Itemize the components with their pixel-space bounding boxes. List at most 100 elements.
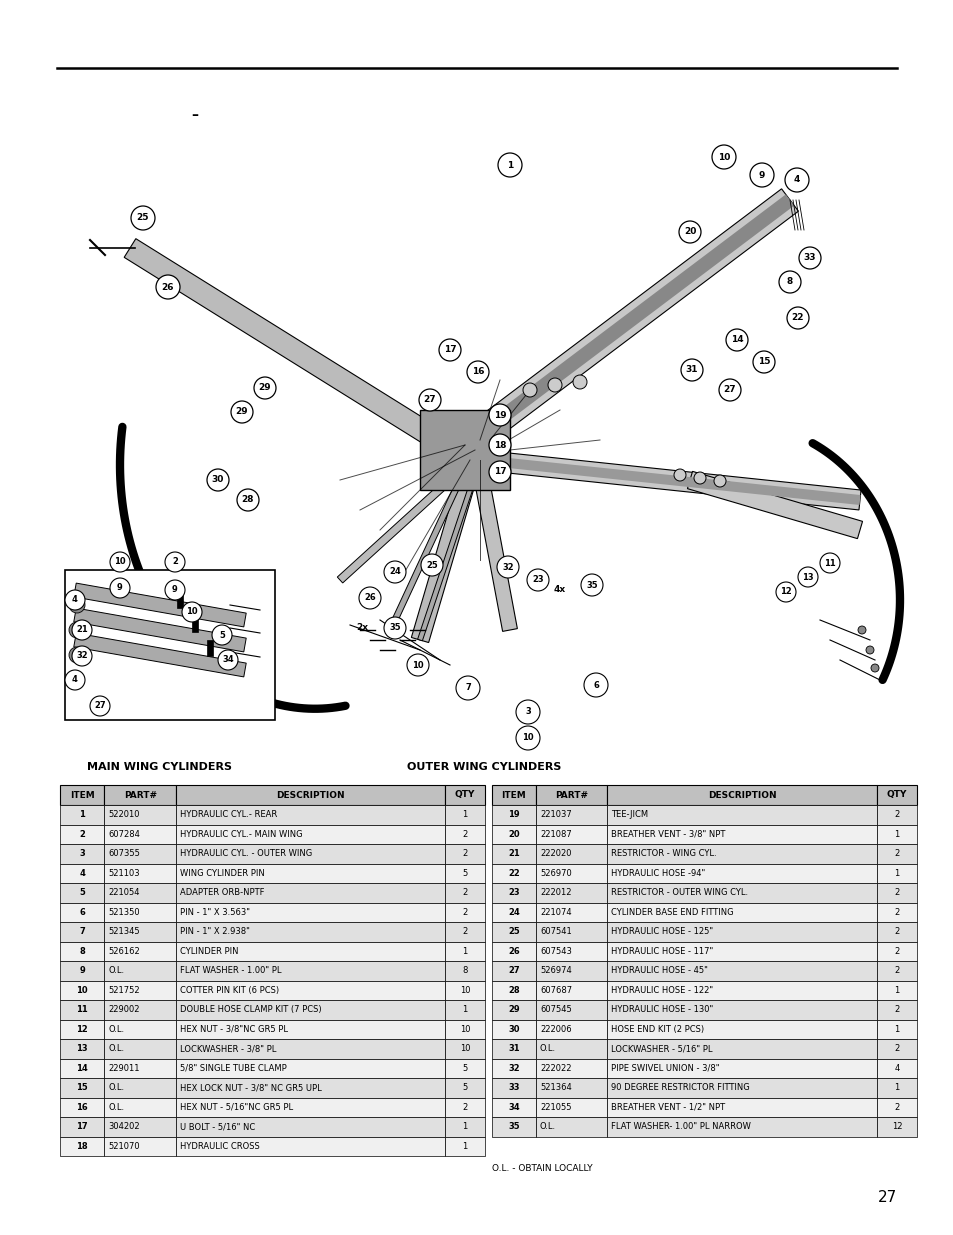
Circle shape [516, 726, 539, 750]
Circle shape [71, 620, 91, 640]
Bar [492, 1116, 536, 1136]
Text: 1: 1 [79, 810, 85, 819]
Polygon shape [472, 468, 517, 631]
Circle shape [799, 247, 821, 269]
Text: 2: 2 [894, 966, 899, 976]
Polygon shape [460, 194, 794, 451]
Bar [536, 1000, 606, 1020]
Text: HYDRAULIC HOSE - 130": HYDRAULIC HOSE - 130" [611, 1005, 713, 1014]
Text: 521070: 521070 [109, 1141, 140, 1151]
Polygon shape [478, 450, 861, 510]
Text: O.L.: O.L. [109, 1103, 124, 1112]
Text: 4: 4 [72, 595, 78, 604]
Text: 607284: 607284 [109, 830, 140, 839]
Circle shape [870, 664, 878, 672]
Text: FLAT WASHER - 1.00" PL: FLAT WASHER - 1.00" PL [180, 966, 281, 976]
Polygon shape [456, 189, 798, 456]
Text: 25: 25 [426, 561, 437, 569]
Bar [877, 863, 916, 883]
Text: 4: 4 [72, 676, 78, 684]
Bar [60, 844, 104, 863]
Bar [104, 903, 175, 923]
Circle shape [779, 270, 801, 293]
Bar [104, 1136, 175, 1156]
Text: 526162: 526162 [109, 947, 140, 956]
Bar [606, 863, 877, 883]
Circle shape [65, 671, 85, 690]
Bar [536, 961, 606, 981]
Text: HOSE END KIT (2 PCS): HOSE END KIT (2 PCS) [611, 1025, 703, 1034]
Text: 90 DEGREE RESTRICTOR FITTING: 90 DEGREE RESTRICTOR FITTING [611, 1083, 749, 1092]
Text: 22: 22 [508, 868, 519, 878]
Text: 5: 5 [79, 888, 85, 898]
Text: 1: 1 [506, 161, 513, 169]
Bar [606, 1058, 877, 1078]
Text: 27: 27 [423, 395, 436, 405]
Polygon shape [124, 238, 436, 445]
Bar [877, 1020, 916, 1039]
Bar [606, 883, 877, 903]
Bar [175, 1020, 444, 1039]
Text: DESCRIPTION: DESCRIPTION [275, 790, 344, 799]
Text: 13: 13 [801, 573, 813, 582]
Text: O.L.: O.L. [539, 1123, 556, 1131]
Circle shape [719, 379, 740, 401]
Bar [104, 1116, 175, 1136]
Circle shape [526, 569, 548, 592]
Text: 1: 1 [894, 986, 899, 994]
Circle shape [90, 697, 110, 716]
Polygon shape [419, 410, 510, 490]
Text: 222020: 222020 [539, 850, 571, 858]
Bar [104, 1020, 175, 1039]
Bar [60, 961, 104, 981]
Text: 2: 2 [172, 557, 178, 567]
Text: 221054: 221054 [109, 888, 140, 898]
Polygon shape [192, 616, 198, 632]
Text: HYDRAULIC HOSE - 122": HYDRAULIC HOSE - 122" [611, 986, 713, 994]
Text: 607687: 607687 [539, 986, 572, 994]
Circle shape [69, 647, 85, 663]
Text: 2: 2 [894, 888, 899, 898]
Text: 12: 12 [76, 1025, 88, 1034]
Text: 4: 4 [79, 868, 85, 878]
Bar [104, 785, 175, 805]
Text: 1: 1 [462, 1005, 467, 1014]
Text: 229002: 229002 [109, 1005, 140, 1014]
Bar [60, 941, 104, 961]
Bar [60, 1116, 104, 1136]
Bar [492, 825, 536, 844]
Text: 5/8" SINGLE TUBE CLAMP: 5/8" SINGLE TUBE CLAMP [180, 1063, 287, 1073]
Text: 23: 23 [508, 888, 519, 898]
Circle shape [775, 582, 795, 601]
Bar [104, 1078, 175, 1098]
Circle shape [573, 375, 586, 389]
Bar [104, 923, 175, 941]
Text: 221037: 221037 [539, 810, 571, 819]
Text: QTY: QTY [886, 790, 906, 799]
Text: 27: 27 [723, 385, 736, 394]
Polygon shape [177, 592, 183, 608]
Text: 29: 29 [235, 408, 248, 416]
Text: 9: 9 [79, 966, 85, 976]
Circle shape [165, 580, 185, 600]
Text: 19: 19 [508, 810, 519, 819]
Bar [606, 1098, 877, 1116]
Circle shape [725, 329, 747, 351]
Text: 1: 1 [894, 830, 899, 839]
Bar [877, 1116, 916, 1136]
Bar [606, 903, 877, 923]
Bar [104, 844, 175, 863]
Bar [492, 1078, 536, 1098]
Text: 27: 27 [877, 1191, 896, 1205]
Bar [104, 941, 175, 961]
Polygon shape [411, 468, 478, 642]
Text: 25: 25 [508, 927, 519, 936]
Bar [444, 805, 484, 825]
Circle shape [489, 404, 511, 426]
Text: 521752: 521752 [109, 986, 140, 994]
Text: 12: 12 [780, 588, 791, 597]
Bar [60, 825, 104, 844]
Bar [877, 825, 916, 844]
Bar [60, 805, 104, 825]
Bar [444, 1039, 484, 1058]
